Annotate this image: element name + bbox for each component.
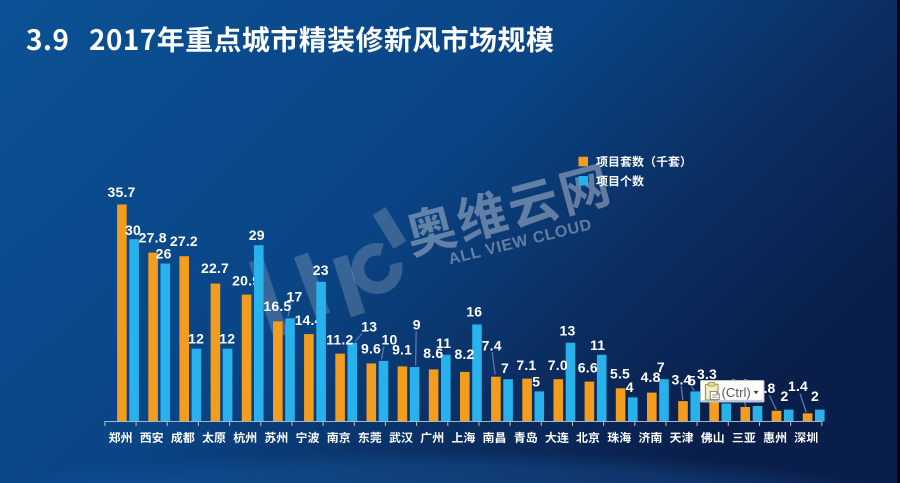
svg-text:5.5: 5.5 bbox=[610, 366, 630, 382]
svg-text:10: 10 bbox=[382, 332, 398, 348]
svg-text:16: 16 bbox=[466, 304, 482, 320]
svg-text:9.6: 9.6 bbox=[361, 341, 381, 357]
svg-text:3.4: 3.4 bbox=[671, 372, 691, 388]
svg-text:12: 12 bbox=[188, 331, 204, 347]
svg-text:3.3: 3.3 bbox=[697, 366, 717, 382]
svg-text:9: 9 bbox=[413, 317, 421, 333]
svg-text:8.6: 8.6 bbox=[423, 345, 443, 361]
svg-text:13: 13 bbox=[361, 319, 377, 335]
svg-text:7.0: 7.0 bbox=[548, 357, 568, 373]
svg-text:6.6: 6.6 bbox=[578, 360, 598, 376]
svg-text:35.7: 35.7 bbox=[107, 184, 135, 200]
svg-text:26: 26 bbox=[156, 246, 172, 262]
svg-text:8.2: 8.2 bbox=[454, 346, 474, 362]
svg-text:7: 7 bbox=[501, 360, 509, 376]
svg-text:27.2: 27.2 bbox=[170, 233, 198, 249]
svg-text:11: 11 bbox=[436, 335, 451, 351]
svg-text:4: 4 bbox=[626, 379, 634, 395]
svg-text:7.1: 7.1 bbox=[516, 357, 536, 373]
svg-text:5: 5 bbox=[532, 374, 540, 390]
svg-text:17: 17 bbox=[287, 289, 303, 305]
svg-text:16.5: 16.5 bbox=[263, 298, 291, 314]
svg-text:30: 30 bbox=[125, 222, 141, 238]
svg-text:2: 2 bbox=[811, 388, 819, 404]
svg-text:1.4: 1.4 bbox=[788, 378, 808, 394]
svg-text:11.2: 11.2 bbox=[326, 332, 353, 348]
svg-text:4.8: 4.8 bbox=[641, 369, 661, 385]
svg-text:29: 29 bbox=[249, 227, 265, 243]
svg-text:2: 2 bbox=[781, 388, 789, 404]
svg-text:13: 13 bbox=[560, 323, 576, 339]
svg-text:11: 11 bbox=[590, 337, 605, 353]
svg-text:5: 5 bbox=[688, 373, 696, 389]
svg-text:9.1: 9.1 bbox=[392, 342, 412, 358]
svg-text:27.8: 27.8 bbox=[139, 230, 167, 246]
svg-text:(Ctrl): (Ctrl) bbox=[722, 385, 751, 400]
svg-text:12: 12 bbox=[219, 331, 235, 347]
svg-text:22.7: 22.7 bbox=[201, 260, 229, 276]
svg-text:23: 23 bbox=[313, 262, 329, 278]
svg-text:7.4: 7.4 bbox=[482, 338, 502, 354]
svg-text:14.4: 14.4 bbox=[295, 312, 323, 328]
svg-text:20.9: 20.9 bbox=[232, 273, 260, 289]
svg-text:7: 7 bbox=[657, 359, 665, 375]
